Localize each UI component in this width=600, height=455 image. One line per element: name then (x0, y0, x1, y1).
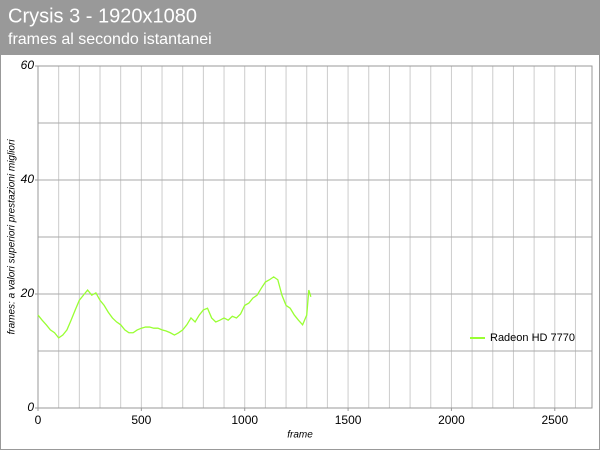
data-line (37, 276, 312, 339)
y-tick-label: 0 (27, 400, 34, 414)
y-axis-label: frames: a valori superiori prestazioni m… (7, 139, 18, 335)
x-tick-label: 2000 (438, 413, 465, 427)
legend-label: Radeon HD 7770 (490, 332, 575, 344)
x-tick-label: 1000 (231, 413, 258, 427)
x-tick-label: 2500 (541, 413, 568, 427)
y-tick-label: 60 (21, 58, 35, 72)
x-tick-label: 500 (131, 413, 151, 427)
y-tick-label: 40 (21, 172, 35, 186)
x-tick-label: 0 (35, 413, 42, 427)
plot-border (37, 65, 593, 409)
x-axis-label: frame (287, 430, 313, 441)
y-tick-label: 20 (20, 286, 35, 300)
chart-title: Crysis 3 - 1920x1080 (8, 5, 197, 27)
chart-subtitle: frames al secondo istantanei (8, 31, 212, 48)
x-tick-label: 1500 (335, 413, 362, 427)
header (0, 0, 600, 55)
